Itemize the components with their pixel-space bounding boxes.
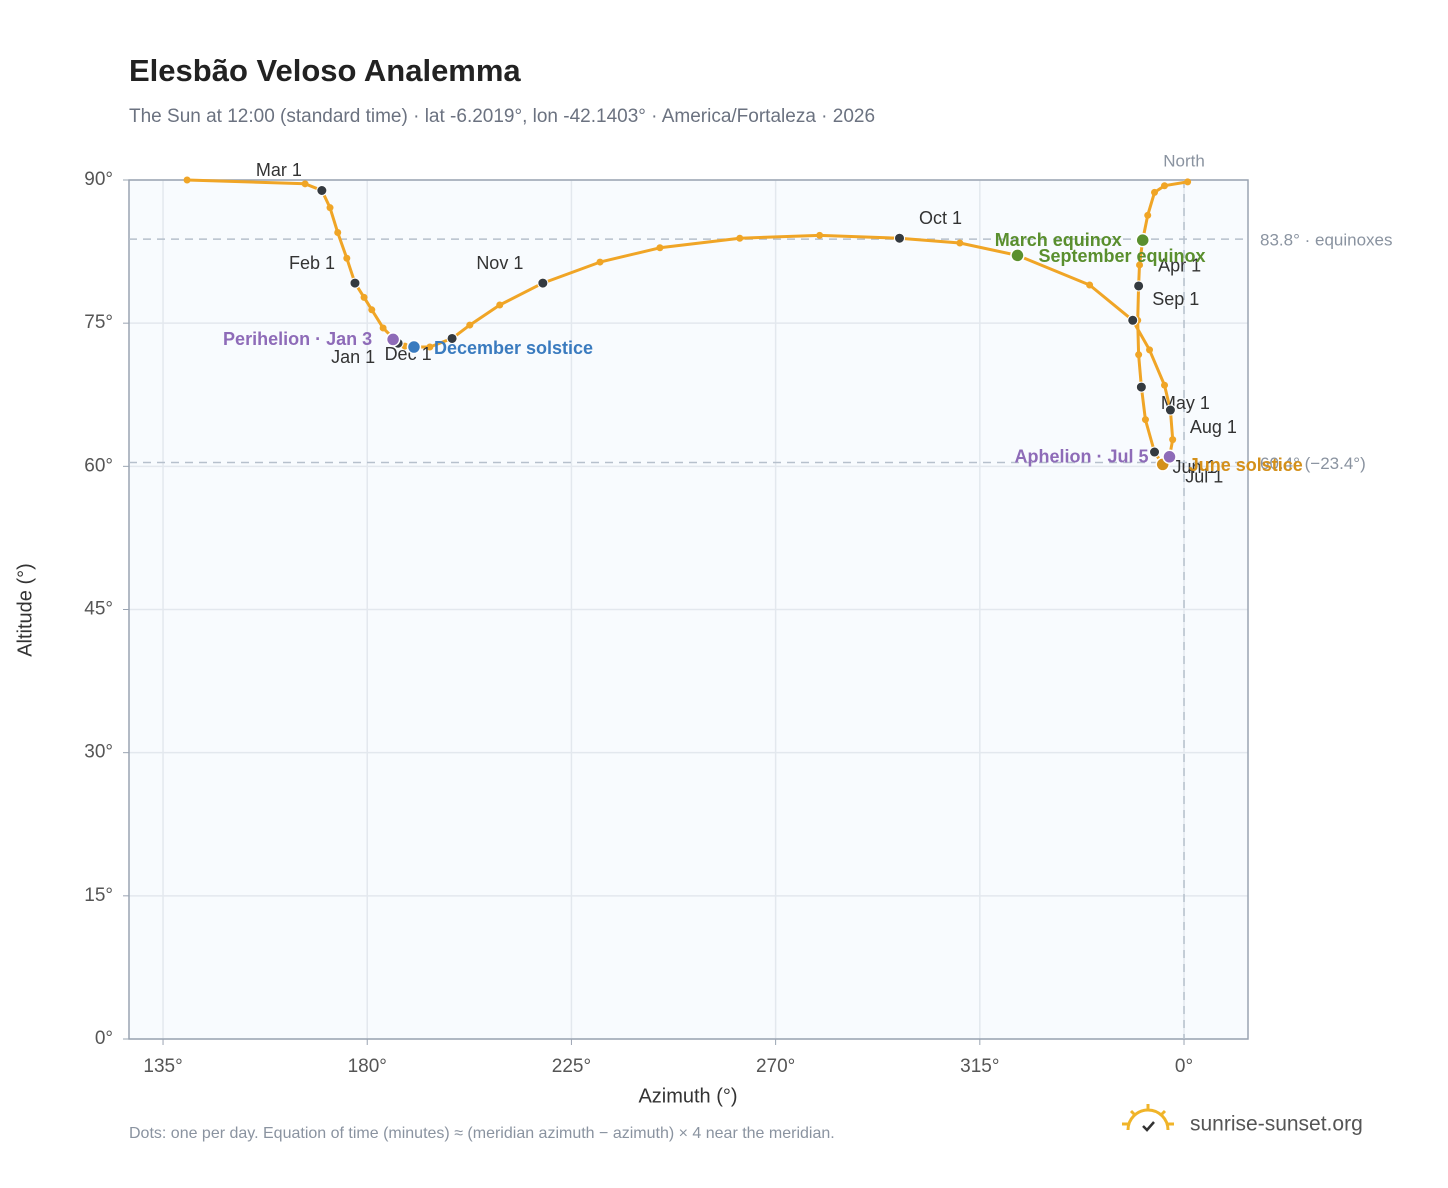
y-axis-label: Altitude (°): [14, 563, 36, 657]
month-label: Apr 1: [1158, 256, 1201, 276]
month-label: Jun 1: [1172, 457, 1216, 477]
day-dot: [1151, 188, 1159, 196]
footnote: Dots: one per day. Equation of time (min…: [129, 1125, 835, 1142]
day-dot: [1184, 178, 1192, 186]
day-dot: [596, 258, 604, 266]
month-label: Mar 1: [256, 160, 302, 180]
brand: sunrise-sunset.org: [1190, 1113, 1363, 1136]
day-dot: [1146, 346, 1154, 354]
y-tick-label: 30°: [84, 742, 113, 763]
day-dot: [183, 176, 191, 184]
y-tick-label: 90°: [84, 169, 113, 190]
month-label: Jan 1: [331, 347, 375, 367]
day-dot: [379, 324, 387, 332]
month-dot: [1127, 314, 1139, 326]
day-dot: [1086, 281, 1094, 289]
month-label: Feb 1: [289, 253, 335, 273]
x-tick-label: 180°: [348, 1056, 387, 1077]
brand-logo: [1122, 1104, 1174, 1132]
day-dot: [1135, 351, 1143, 359]
y-tick-label: 75°: [84, 312, 113, 333]
event-label: September equinox: [1038, 246, 1205, 266]
month-label: Jul 1: [1185, 466, 1223, 486]
y-tick-label: 45°: [84, 599, 113, 620]
y-tick-label: 15°: [84, 885, 113, 906]
day-dot: [326, 204, 334, 212]
month-label: Oct 1: [919, 208, 962, 228]
month-dot: [894, 232, 906, 244]
month-label: Sep 1: [1152, 289, 1199, 309]
y-tick-label: 0°: [95, 1028, 113, 1049]
north-label: North: [1163, 151, 1205, 170]
day-dot: [1161, 381, 1169, 389]
month-dot: [446, 332, 458, 344]
day-dot: [368, 306, 376, 314]
month-dot: [537, 277, 549, 289]
reference-label: 60.4° (−23.4°): [1260, 454, 1366, 473]
day-dot: [656, 244, 664, 252]
month-label: Nov 1: [476, 253, 523, 273]
day-dot: [301, 180, 309, 188]
day-dot: [1136, 261, 1144, 269]
month-dot: [1164, 404, 1176, 416]
event-label: Perihelion · Jan 3: [223, 329, 372, 349]
event-label: March equinox: [995, 230, 1122, 250]
event-dot: [1135, 232, 1150, 248]
event-label: December solstice: [434, 338, 593, 358]
day-dot: [1169, 436, 1177, 444]
event-dot: [406, 339, 422, 355]
day-dot: [1141, 416, 1149, 424]
day-dot: [496, 301, 504, 309]
day-dot: [1144, 211, 1152, 219]
event-label: Aphelion · Jul 5: [1014, 447, 1148, 467]
event-dot: [1010, 248, 1025, 263]
day-dot: [360, 293, 368, 301]
month-dot: [1133, 280, 1145, 292]
x-tick-label: 270°: [756, 1056, 795, 1077]
y-tick-label: 60°: [84, 455, 113, 476]
day-dot: [956, 239, 964, 247]
day-dot: [466, 321, 474, 329]
chart-subtitle: The Sun at 12:00 (standard time) · lat -…: [129, 106, 875, 127]
day-dot: [343, 254, 351, 262]
day-dot: [426, 343, 434, 351]
x-tick-label: 135°: [143, 1056, 182, 1077]
month-dot: [316, 184, 328, 196]
x-tick-label: 225°: [552, 1056, 591, 1077]
event-label: June solstice: [1189, 455, 1303, 475]
x-axis-label: Azimuth (°): [638, 1085, 737, 1107]
month-label: Aug 1: [1190, 417, 1237, 437]
x-tick-label: 0°: [1175, 1056, 1193, 1077]
day-dot: [816, 231, 824, 239]
day-dot: [736, 234, 744, 242]
event-dot: [1162, 449, 1177, 465]
day-dot: [334, 228, 342, 236]
chart-title: Elesbão Veloso Analemma: [129, 53, 521, 88]
month-dot: [1149, 446, 1161, 458]
x-tick-label: 315°: [960, 1056, 999, 1077]
day-dot: [1161, 182, 1169, 190]
month-dot: [1135, 381, 1147, 393]
reference-label: 83.8° · equinoxes: [1260, 231, 1393, 250]
event-dot: [385, 332, 401, 347]
month-dot: [349, 277, 361, 289]
